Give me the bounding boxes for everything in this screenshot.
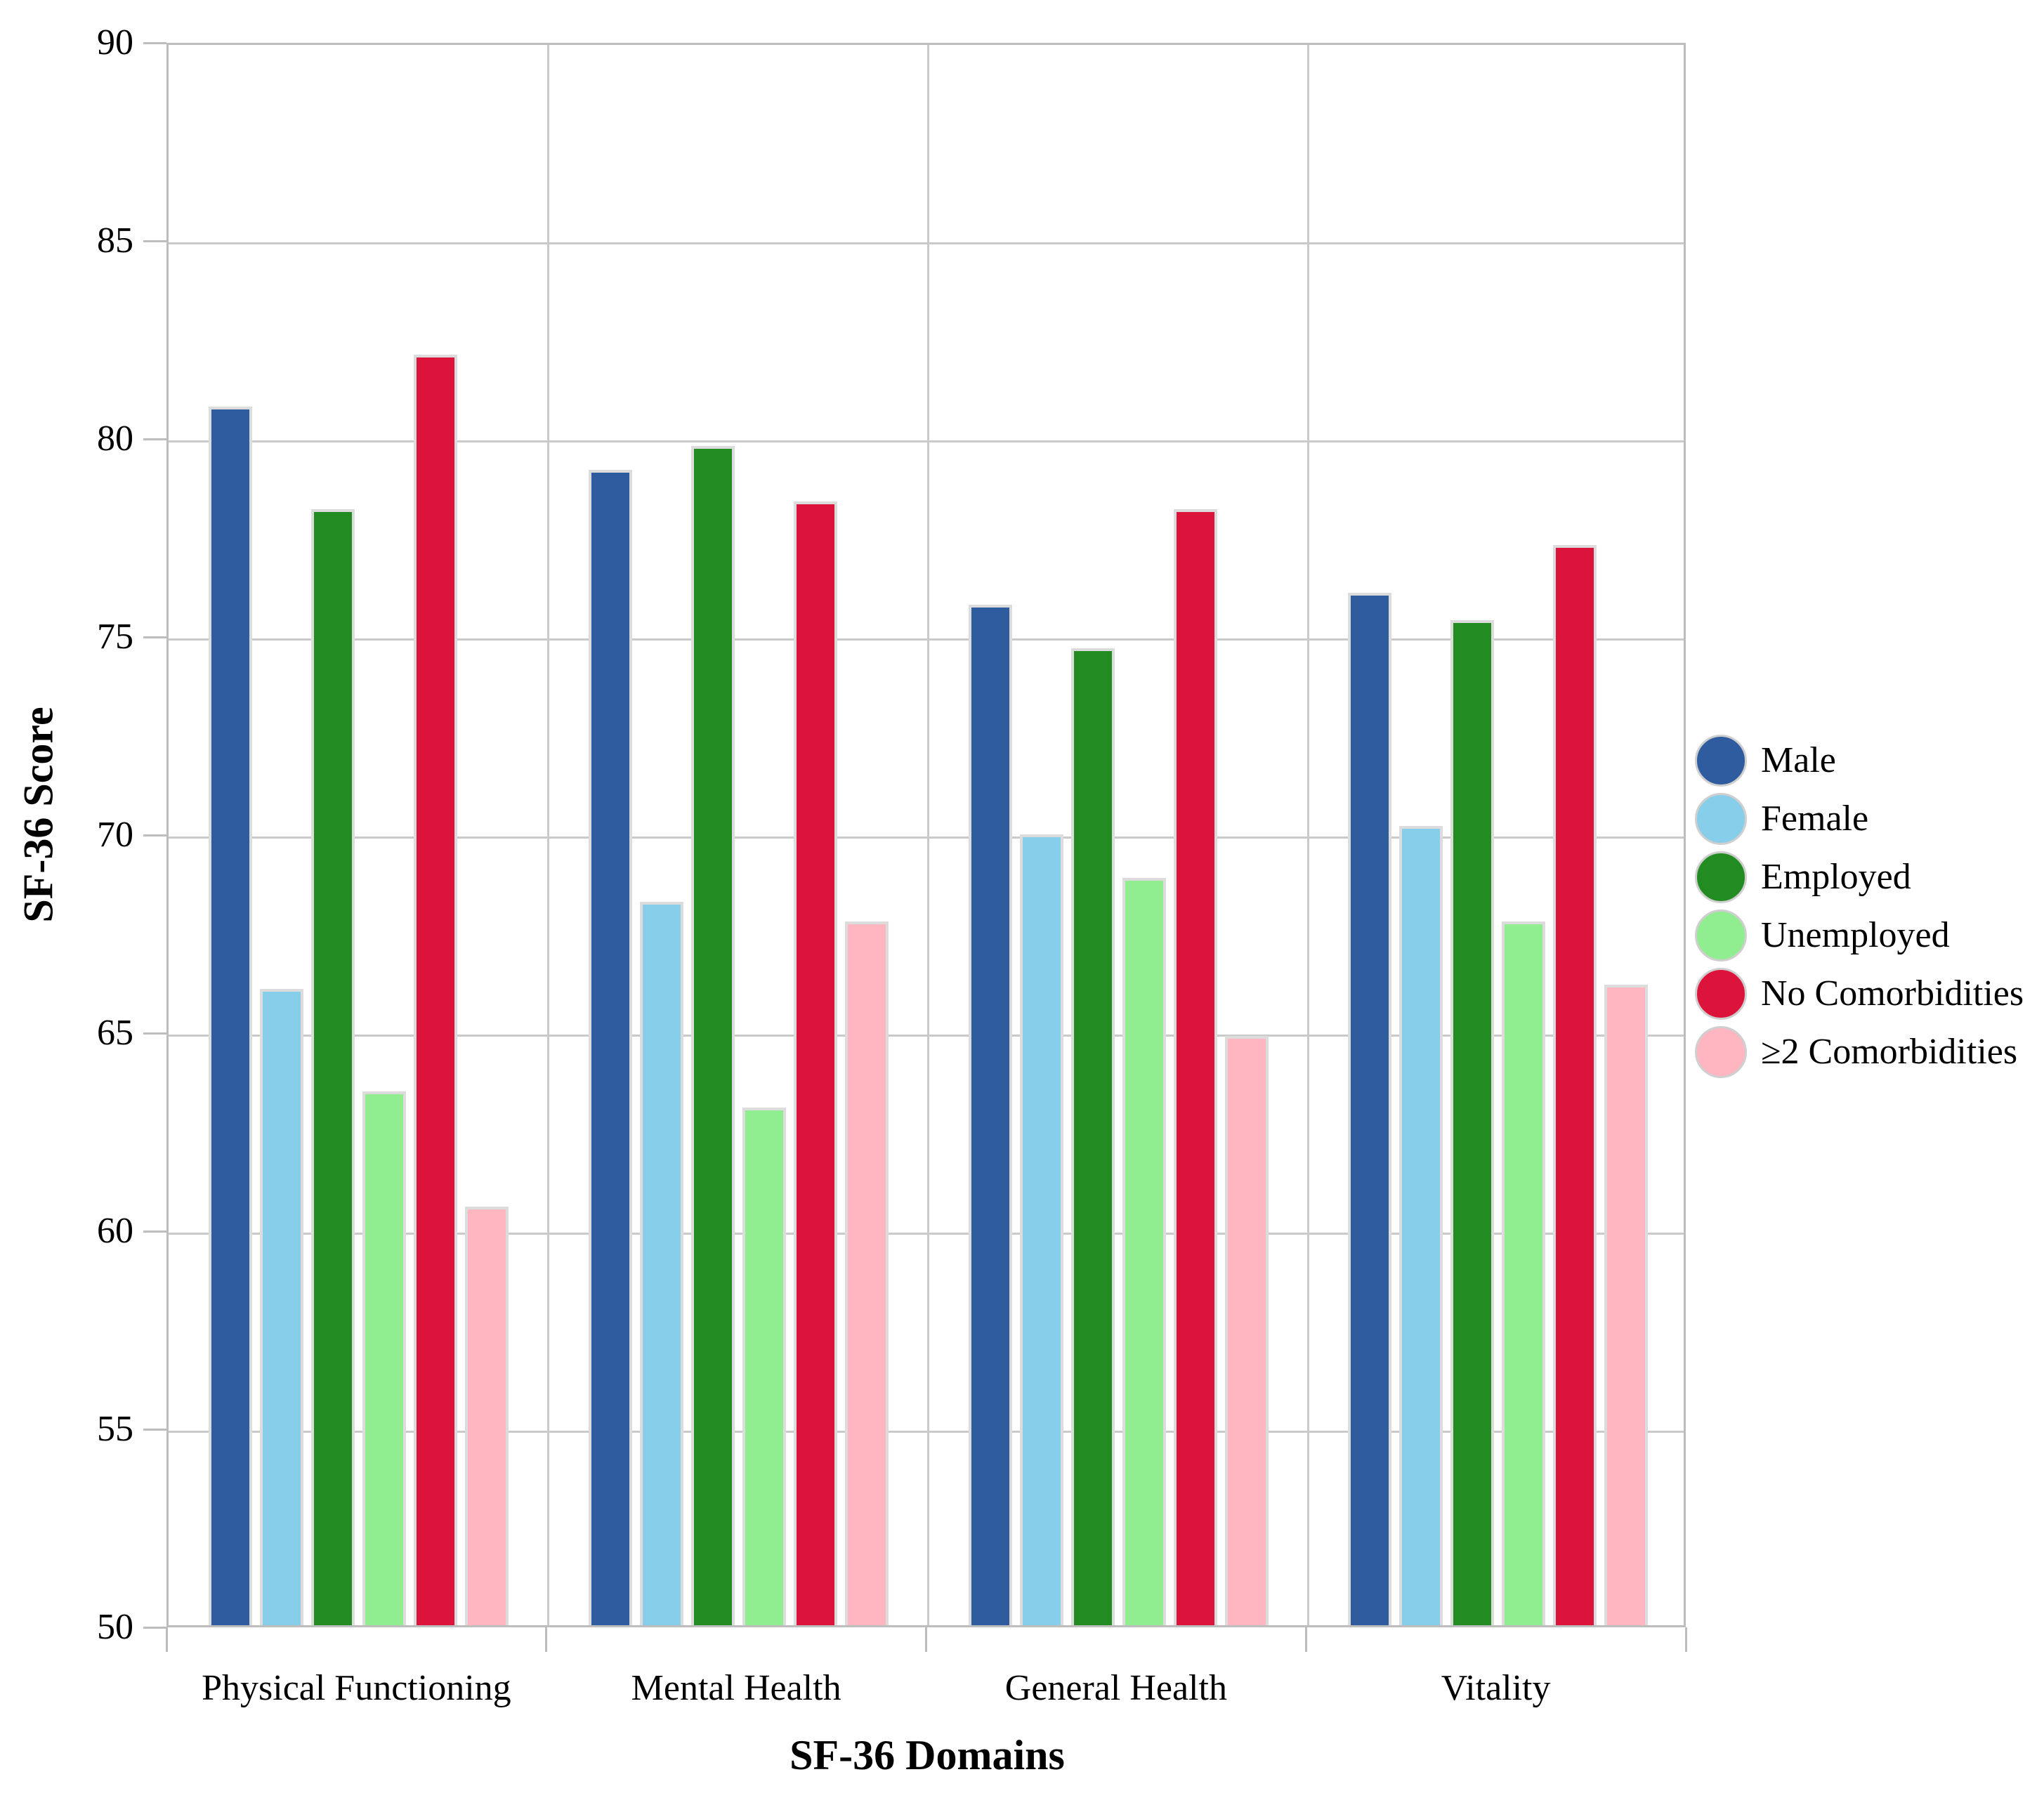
gridline-h-85 [169,242,1684,244]
gridline-h-55 [169,1430,1684,1433]
bar-no-comorbidities-physical-functioning [414,355,457,1625]
x-axis-title: SF-36 Domains [790,1732,1065,1778]
y-tick-label-55: 55 [97,1409,133,1449]
category-label-general-health: General Health [1004,1668,1227,1708]
gridline-v-1 [547,45,550,1625]
y-tick-label-65: 65 [97,1013,133,1053]
bar-unemployed-physical-functioning [362,1091,406,1625]
legend-marker-female [1695,792,1747,845]
y-tick-mark-70 [143,834,166,836]
legend-marker-unemployed [1695,909,1747,962]
x-tick-mark-4 [1684,1627,1687,1652]
gridline-h-75 [169,638,1684,641]
x-tick-mark-1 [545,1627,548,1652]
y-tick-mark-85 [143,239,166,242]
legend-marker-no-comorbidities [1695,967,1747,1020]
bar-unemployed-general-health [1122,877,1166,1625]
y-tick-label-50: 50 [97,1607,133,1647]
gridline-h-80 [169,440,1684,442]
y-tick-label-80: 80 [97,419,133,459]
bar-no-comorbidities-mental-health [793,501,837,1625]
y-tick-mark-80 [143,438,166,440]
bar-employed-physical-functioning [311,509,355,1625]
category-label-mental-health: Mental Health [631,1668,841,1708]
legend-label-no-comorbidities: No Comorbidities [1761,973,2024,1013]
legend-item-female: Female [1695,789,2024,848]
y-tick-mark-90 [143,41,166,44]
legend-item-male: Male [1695,731,2024,789]
y-tick-mark-60 [143,1230,166,1233]
category-label-physical-functioning: Physical Functioning [202,1668,511,1708]
x-tick-mark-0 [165,1627,168,1652]
bar-female-physical-functioning [260,988,303,1625]
y-tick-label-70: 70 [97,815,133,855]
plot-area [166,43,1686,1627]
legend-label-unemployed: Unemployed [1761,915,1950,955]
bar-ge-2-comorbidities-mental-health [844,921,889,1625]
bar-no-comorbidities-general-health [1173,509,1217,1625]
bar-male-general-health [968,604,1012,1625]
legend-item-unemployed: Unemployed [1695,906,2024,964]
gridline-h-70 [169,836,1684,839]
bar-employed-general-health [1070,648,1115,1625]
x-tick-mark-3 [1304,1627,1307,1652]
bar-male-mental-health [588,469,632,1625]
legend-marker-ge-2-comorbidities [1695,1025,1747,1078]
bar-employed-vitality [1450,620,1495,1625]
gridline-h-60 [169,1232,1684,1235]
bar-male-physical-functioning [209,406,252,1625]
bar-female-vitality [1399,826,1443,1625]
gridline-h-65 [169,1034,1684,1037]
bar-no-comorbidities-vitality [1553,544,1597,1625]
gridline-v-2 [927,45,929,1625]
y-tick-mark-50 [143,1626,166,1629]
legend-label-ge-2-comorbidities: ≥2 Comorbidities [1761,1032,2018,1072]
legend-label-employed: Employed [1761,857,1911,897]
gridline-v-3 [1306,45,1309,1625]
bar-female-general-health [1019,834,1063,1625]
y-tick-label-75: 75 [97,617,133,657]
legend-label-female: Female [1761,799,1869,839]
y-tick-mark-65 [143,1032,166,1035]
bar-male-vitality [1348,592,1392,1625]
bar-ge-2-comorbidities-vitality [1604,984,1649,1625]
legend-marker-employed [1695,851,1747,903]
legend: Male Female Employed Unemployed No Comorbidi… [1695,731,2024,1081]
bar-ge-2-comorbidities-physical-functioning [465,1206,509,1625]
bar-unemployed-mental-health [742,1107,786,1625]
legend-label-male: Male [1761,740,1836,780]
x-tick-mark-2 [925,1627,927,1652]
legend-item-ge-2-comorbidities: ≥2 Comorbidities [1695,1023,2024,1081]
bar-employed-mental-health [690,445,735,1625]
bar-female-mental-health [639,901,683,1625]
bar-ge-2-comorbidities-general-health [1224,1036,1269,1625]
legend-item-employed: Employed [1695,848,2024,906]
legend-item-no-comorbidities: No Comorbidities [1695,964,2024,1023]
y-tick-mark-75 [143,636,166,638]
category-label-vitality: Vitality [1441,1668,1551,1708]
bar-unemployed-vitality [1502,921,1546,1625]
y-tick-label-90: 90 [97,22,133,63]
y-tick-label-60: 60 [97,1211,133,1251]
y-tick-label-85: 85 [97,221,133,261]
y-tick-mark-55 [143,1428,166,1431]
legend-marker-male [1695,734,1747,787]
